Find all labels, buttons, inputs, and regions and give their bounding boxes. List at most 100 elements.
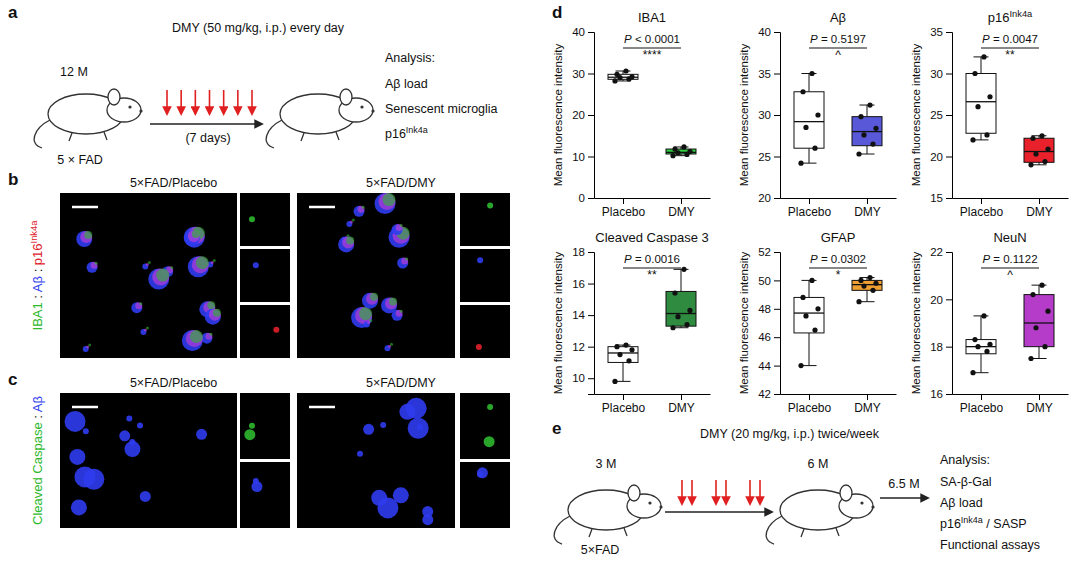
data-point	[612, 78, 617, 83]
chart-title: Aβ	[830, 10, 846, 25]
x-tick: DMY	[668, 394, 695, 415]
y-tick-mark	[946, 198, 952, 199]
analysis-item-part: Ink4a	[961, 515, 983, 525]
whisker-cap	[1032, 164, 1047, 165]
analysis-item: p16Ink4a	[385, 125, 428, 141]
significance: P < 0.0001****	[623, 33, 681, 62]
stain-label-part: p16	[30, 243, 45, 265]
age-label: 6.5 M	[888, 477, 919, 491]
y-tick-label: 16	[930, 388, 943, 400]
y-axis: 010203040	[572, 26, 594, 204]
data-point	[612, 379, 617, 384]
y-label-group: Mean fluorescence intensity	[552, 43, 564, 186]
analysis-item-part: / SASP	[983, 517, 1027, 531]
y-tick-mark	[774, 157, 780, 158]
y-tick: 40	[572, 26, 594, 38]
y-axis-line	[588, 253, 595, 395]
median	[666, 313, 696, 314]
whisker-low	[623, 362, 624, 381]
y-axis-line	[774, 253, 781, 395]
y-tick: 20	[572, 109, 594, 121]
analysis-item: Aβ load	[940, 496, 983, 510]
whisker-cap	[674, 327, 689, 328]
y-tick-mark	[774, 74, 780, 75]
dose-arrow	[237, 90, 239, 114]
median	[794, 121, 824, 122]
y-tick-mark	[588, 74, 594, 75]
marks	[794, 275, 882, 368]
figure: aDMY (50 mg/kg, i.p.) every day12 M5 × F…	[0, 0, 1086, 562]
mouse-icon	[34, 89, 142, 148]
y-tick-mark	[946, 115, 952, 116]
box-chart: p16Ink4a1520253035PlaceboDMYMean fluores…	[910, 9, 1069, 219]
x-tick: Placebo	[602, 394, 646, 415]
chart-title-part: Ink4a	[1009, 9, 1033, 19]
age-label: 3 M	[596, 457, 617, 471]
y-tick-label: 40	[572, 26, 585, 38]
box	[966, 340, 996, 354]
stain-label-part: IBA1	[30, 302, 45, 330]
dose-arrow	[759, 480, 761, 504]
panel-e: eDMY (20 mg/kg, i.p.) twice/week3 M5×FAD…	[552, 419, 1040, 557]
box-chart: IBA1010203040PlaceboDMYMean fluorescence…	[552, 10, 711, 219]
panel-c: c5×FAD/Placebo5×FAD/DMYCleaved Caspase :…	[8, 370, 510, 528]
micrograph-thumb	[460, 462, 510, 528]
micrograph-thumb	[460, 249, 510, 302]
data-point	[861, 283, 866, 288]
micrograph-thumb	[240, 249, 290, 302]
y-tick-label: 10	[572, 151, 585, 163]
significance-stars: *	[836, 268, 841, 282]
x-axis: PlaceboDMY	[953, 394, 1069, 415]
y-tick-mark	[946, 32, 952, 33]
box	[852, 117, 882, 146]
analysis-item-part: Functional assays	[940, 538, 1040, 552]
y-tick-mark	[774, 366, 780, 367]
x-tick-label: Placebo	[960, 205, 1004, 219]
whisker-low	[867, 146, 868, 154]
data-point	[987, 342, 992, 347]
data-point	[812, 328, 817, 333]
p-value-part: = 0.5197	[818, 33, 866, 45]
y-tick: 22	[930, 246, 952, 258]
y-tick: 10	[572, 151, 594, 163]
age-label: 6 M	[808, 457, 829, 471]
stain-label: Cleaved Caspase : Aβ	[30, 396, 45, 525]
y-label-group: Mean fluorescence intensity	[738, 251, 750, 394]
dose-arrow	[209, 90, 211, 114]
micrograph-thumb	[240, 305, 290, 358]
whisker-high	[809, 280, 810, 297]
panel-a: aDMY (50 mg/kg, i.p.) every day12 M5 × F…	[8, 3, 498, 167]
data-point	[687, 149, 692, 154]
panel-b: b5×FAD/Placebo5×FAD/DMYIBA1 : Aβ : p16In…	[8, 170, 510, 358]
data-point	[981, 54, 986, 59]
data-point	[623, 68, 628, 73]
data-point	[987, 94, 992, 99]
data-point	[681, 144, 686, 149]
analysis-title: Analysis:	[940, 453, 990, 467]
x-tick: DMY	[854, 198, 881, 219]
chart-title-part: Aβ	[830, 10, 846, 25]
analysis-item-part: p16	[385, 127, 406, 141]
y-tick: 35	[930, 26, 952, 38]
dose-arrow	[691, 480, 693, 504]
p-value: P = 0.1122	[982, 253, 1037, 265]
micrograph	[297, 193, 455, 358]
data-point	[803, 125, 808, 130]
data-point	[981, 313, 986, 318]
data-point	[629, 74, 634, 79]
significance-stars: **	[1005, 48, 1015, 62]
p-value: P = 0.0302	[810, 253, 866, 265]
y-tick-label: 25	[930, 109, 943, 121]
x-tick-mark	[867, 198, 868, 204]
y-tick: 44	[758, 360, 780, 372]
y-tick: 50	[758, 275, 780, 287]
x-tick: DMY	[1026, 394, 1053, 415]
whisker-cap	[974, 139, 989, 140]
data-point	[870, 141, 875, 146]
y-tick: 20	[930, 294, 952, 306]
data-point	[800, 89, 805, 94]
y-tick-label: 40	[758, 26, 771, 38]
panel-letter: d	[552, 3, 562, 22]
analysis-item: Functional assays	[940, 538, 1040, 552]
micrograph	[297, 393, 455, 528]
